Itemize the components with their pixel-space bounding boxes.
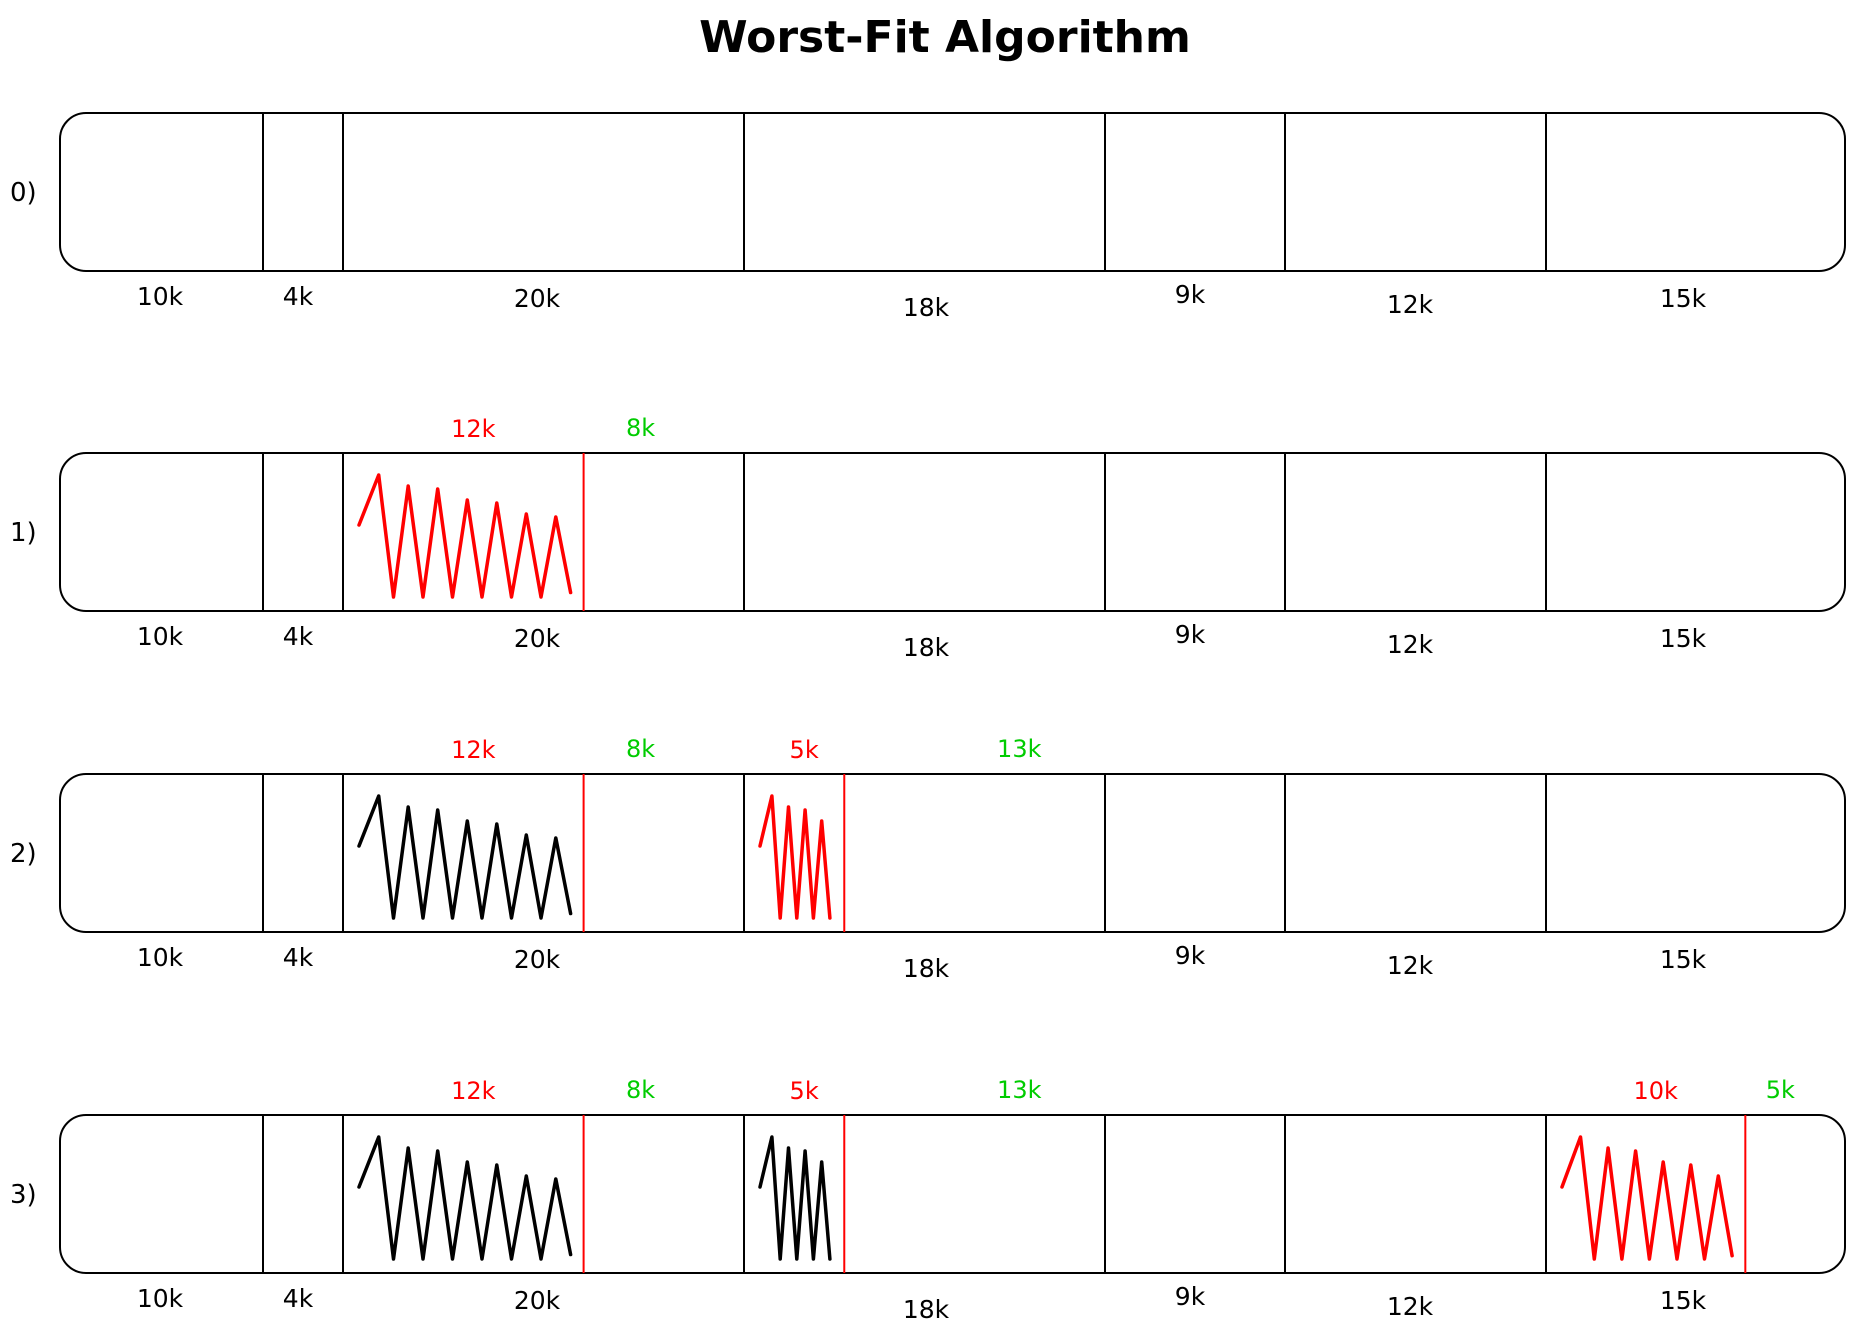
block-size-label: 18k bbox=[903, 1295, 950, 1324]
allocated-fill bbox=[357, 794, 573, 920]
memory-bar bbox=[59, 1114, 1846, 1274]
memory-row: 1) 10k 4k 20k 18k 9k 12k 15k 12k 8k bbox=[10, 414, 1846, 662]
allocated-fill bbox=[758, 794, 832, 920]
used-size-label: 12k bbox=[451, 736, 496, 764]
allocated-fill bbox=[357, 473, 573, 599]
block-size-label: 12k bbox=[1387, 1292, 1434, 1321]
row-label: 1) bbox=[10, 518, 37, 548]
block-size-label: 20k bbox=[514, 624, 561, 653]
free-size-label: 5k bbox=[1766, 1076, 1795, 1104]
block-size-label: 12k bbox=[1387, 951, 1434, 980]
row-label: 3) bbox=[10, 1180, 37, 1210]
row-label: 2) bbox=[10, 839, 37, 869]
allocated-fill bbox=[758, 1135, 832, 1261]
memory-bar bbox=[59, 452, 1846, 612]
block-size-label: 9k bbox=[1175, 1282, 1206, 1311]
memory-row: 0) 10k 4k 20k 18k 9k 12k 15k bbox=[10, 112, 1846, 322]
used-size-label: 5k bbox=[790, 1077, 819, 1105]
block-size-label: 4k bbox=[283, 943, 314, 972]
used-size-label: 12k bbox=[451, 415, 496, 443]
memory-bar bbox=[59, 112, 1846, 272]
allocated-fill bbox=[1560, 1135, 1734, 1261]
memory-bar bbox=[59, 773, 1846, 933]
free-size-label: 8k bbox=[626, 1076, 655, 1104]
block-size-label: 18k bbox=[903, 293, 950, 322]
memory-row: 2) 10k 4k 20k 18k 9k 12k 15k 12k 8k 5k 13k bbox=[10, 735, 1846, 983]
diagram-title: Worst-Fit Algorithm bbox=[699, 12, 1191, 63]
block-size-label: 20k bbox=[514, 945, 561, 974]
block-size-label: 10k bbox=[137, 282, 184, 311]
block-size-label: 4k bbox=[283, 1284, 314, 1313]
memory-row: 3) 10k 4k 20k 18k 9k 12k 15k 12k 8k 5k 13k 10k 5k bbox=[10, 1076, 1846, 1324]
used-size-label: 12k bbox=[451, 1077, 496, 1105]
block-size-label: 15k bbox=[1660, 1286, 1707, 1315]
block-size-label: 10k bbox=[137, 1284, 184, 1313]
used-size-label: 5k bbox=[790, 736, 819, 764]
row-label: 0) bbox=[10, 178, 37, 208]
block-size-label: 15k bbox=[1660, 945, 1707, 974]
block-size-label: 12k bbox=[1387, 290, 1434, 319]
block-size-label: 18k bbox=[903, 633, 950, 662]
block-size-label: 9k bbox=[1175, 280, 1206, 309]
block-size-label: 12k bbox=[1387, 630, 1434, 659]
block-size-label: 15k bbox=[1660, 284, 1707, 313]
free-size-label: 13k bbox=[997, 1076, 1042, 1104]
block-size-label: 9k bbox=[1175, 941, 1206, 970]
block-size-label: 10k bbox=[137, 622, 184, 651]
free-size-label: 13k bbox=[997, 735, 1042, 763]
block-size-label: 10k bbox=[137, 943, 184, 972]
used-size-label: 10k bbox=[1633, 1077, 1678, 1105]
block-size-label: 4k bbox=[283, 622, 314, 651]
block-size-label: 18k bbox=[903, 954, 950, 983]
block-size-label: 15k bbox=[1660, 624, 1707, 653]
block-size-label: 20k bbox=[514, 1286, 561, 1315]
free-size-label: 8k bbox=[626, 735, 655, 763]
block-size-label: 20k bbox=[514, 284, 561, 313]
allocated-fill bbox=[357, 1135, 573, 1261]
free-size-label: 8k bbox=[626, 414, 655, 442]
block-size-label: 9k bbox=[1175, 620, 1206, 649]
block-size-label: 4k bbox=[283, 282, 314, 311]
